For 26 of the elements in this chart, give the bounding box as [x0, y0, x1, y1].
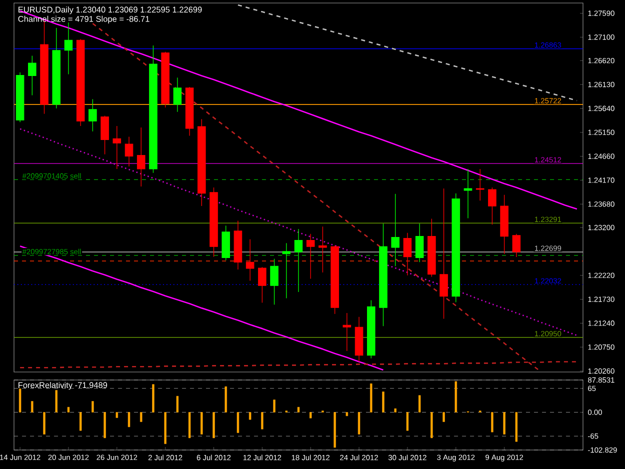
candlestick [88, 98, 97, 132]
candlestick [415, 223, 424, 263]
candlestick [124, 136, 134, 167]
candlestick [512, 234, 521, 258]
candlestick [488, 187, 496, 225]
candlestick [318, 226, 327, 273]
candlestick [246, 238, 254, 282]
chart-title: ForexRelativity -71.9489 [18, 382, 108, 390]
candlestick [28, 55, 36, 96]
candlestick [440, 188, 448, 320]
candlestick [64, 22, 73, 75]
candlestick [112, 126, 122, 170]
candlestick [403, 232, 412, 276]
candlestick [476, 168, 484, 202]
candlestick [294, 228, 303, 292]
chart-title: EURUSD,Daily 1.23040 1.23069 1.22595 1.22699 [18, 6, 202, 14]
candlestick [342, 312, 352, 352]
candlestick [173, 77, 182, 112]
candlestick [282, 242, 291, 299]
candlestick [100, 115, 109, 155]
candlestick [464, 168, 472, 219]
candlestick [258, 266, 266, 304]
candlestick [306, 234, 315, 280]
candlestick [270, 258, 278, 305]
candlestick [136, 127, 146, 187]
candlestick [391, 194, 400, 266]
